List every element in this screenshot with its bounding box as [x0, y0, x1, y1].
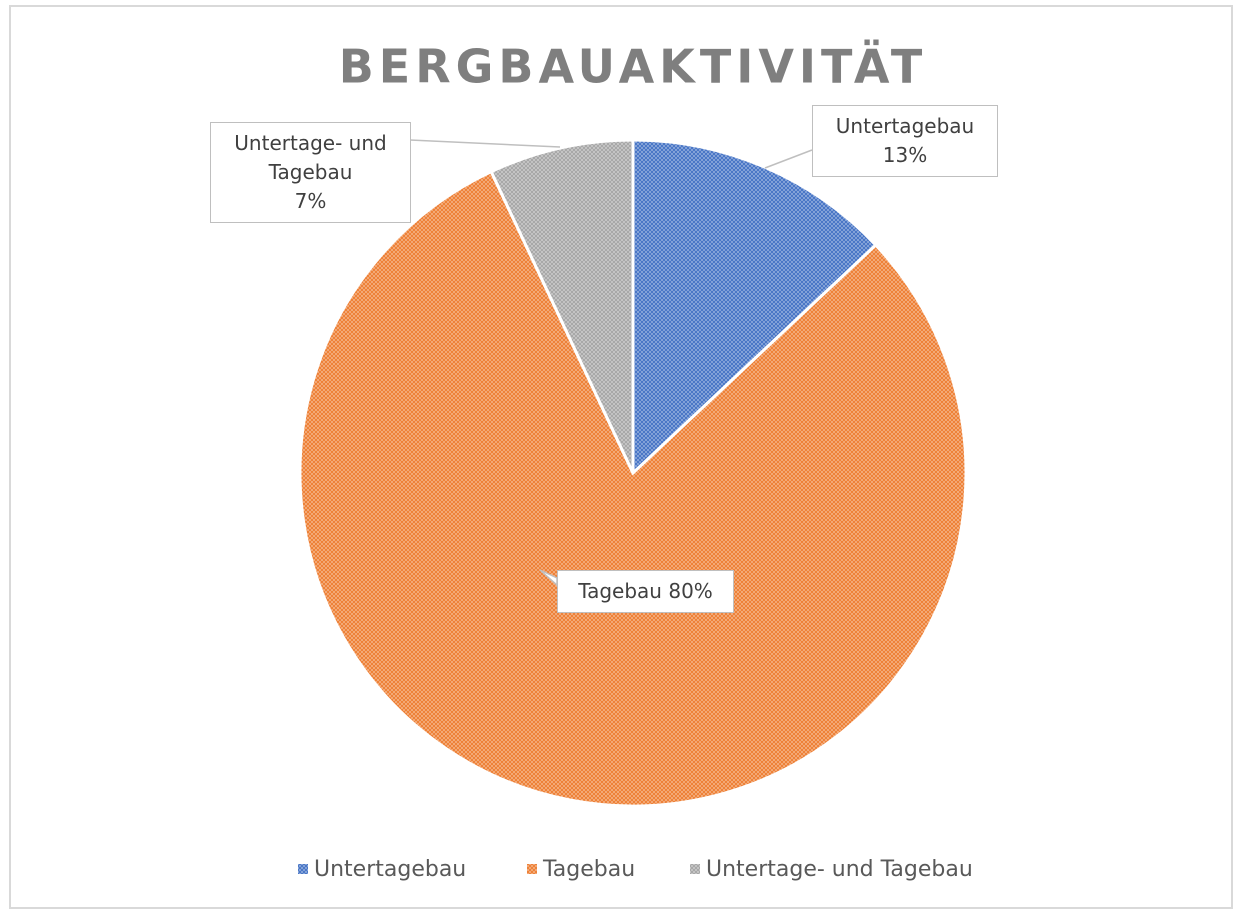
leader-line [409, 139, 561, 148]
data-label: Untertagebau 13% [812, 105, 998, 177]
data-label: Untertage- und Tagebau 7% [210, 122, 411, 223]
label-category: Tagebau [578, 579, 662, 603]
label-value: 7% [294, 189, 327, 213]
chart-title: BERGBAUAKTIVITÄT [339, 40, 928, 94]
leader-line [764, 149, 813, 169]
label-value: 13% [882, 143, 928, 167]
legend-label: Untertage- und Tagebau [706, 857, 973, 882]
pie-slice [489, 138, 635, 474]
legend-marker [690, 864, 700, 874]
legend-label: Tagebau [542, 857, 635, 882]
label-value: 80% [668, 579, 713, 603]
data-label: Tagebau 80% [557, 570, 734, 613]
legend-label: Untertagebau [314, 857, 466, 882]
pie-slice [298, 169, 968, 808]
legend-marker [527, 864, 537, 874]
label-category: Untertagebau [835, 114, 975, 138]
label-category: Untertage- und Tagebau [234, 131, 387, 184]
legend-marker [298, 864, 308, 874]
